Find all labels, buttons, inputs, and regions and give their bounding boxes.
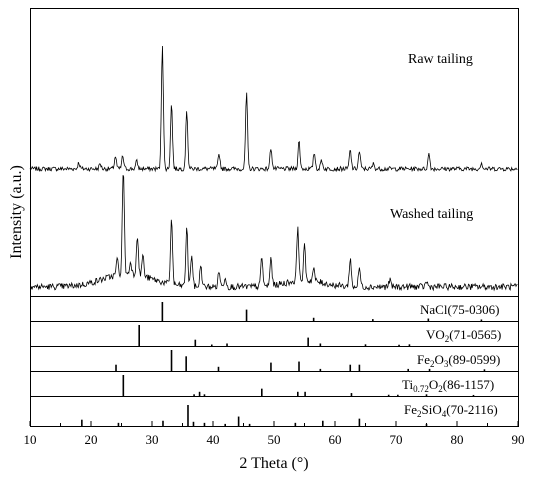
x-tick-label-10: 10 <box>24 432 37 447</box>
plot-frame <box>30 8 519 427</box>
ref-label-vo2: VO2(71-0565) <box>426 327 501 344</box>
y-axis-title: Intensity (a.u.) <box>8 165 25 259</box>
series-label-washed: Washed tailing <box>390 207 473 222</box>
x-tick-label-90: 90 <box>512 432 525 447</box>
ref-label-nacl: NaCl(75-0306) <box>420 302 499 317</box>
x-tick-label-50: 50 <box>268 432 281 447</box>
series-line-2 <box>30 175 518 292</box>
series-label-raw: Raw tailing <box>408 52 473 67</box>
x-tick-label-40: 40 <box>207 432 220 447</box>
reference-sticks <box>81 302 486 426</box>
series-line-1 <box>29 45 518 173</box>
ref-label-fe2o3: Fe2O3(89-0599) <box>417 352 500 369</box>
reference-panel-dividers <box>30 296 518 397</box>
x-tick-label-60: 60 <box>329 432 342 447</box>
x-axis-ticks: 10 20 30 40 50 60 70 80 90 <box>24 421 525 447</box>
x-tick-label-80: 80 <box>451 432 464 447</box>
x-tick-label-30: 30 <box>146 432 159 447</box>
x-tick-label-20: 20 <box>85 432 98 447</box>
diffraction-traces <box>29 45 518 292</box>
x-tick-label-70: 70 <box>390 432 403 447</box>
x-axis-title: 2 Theta (°) <box>239 455 308 472</box>
ref-label-fe2sio4: Fe2SiO4(70-2116) <box>404 402 498 419</box>
ref-label-tio2: Ti0.72O2(86-1157) <box>402 377 494 394</box>
